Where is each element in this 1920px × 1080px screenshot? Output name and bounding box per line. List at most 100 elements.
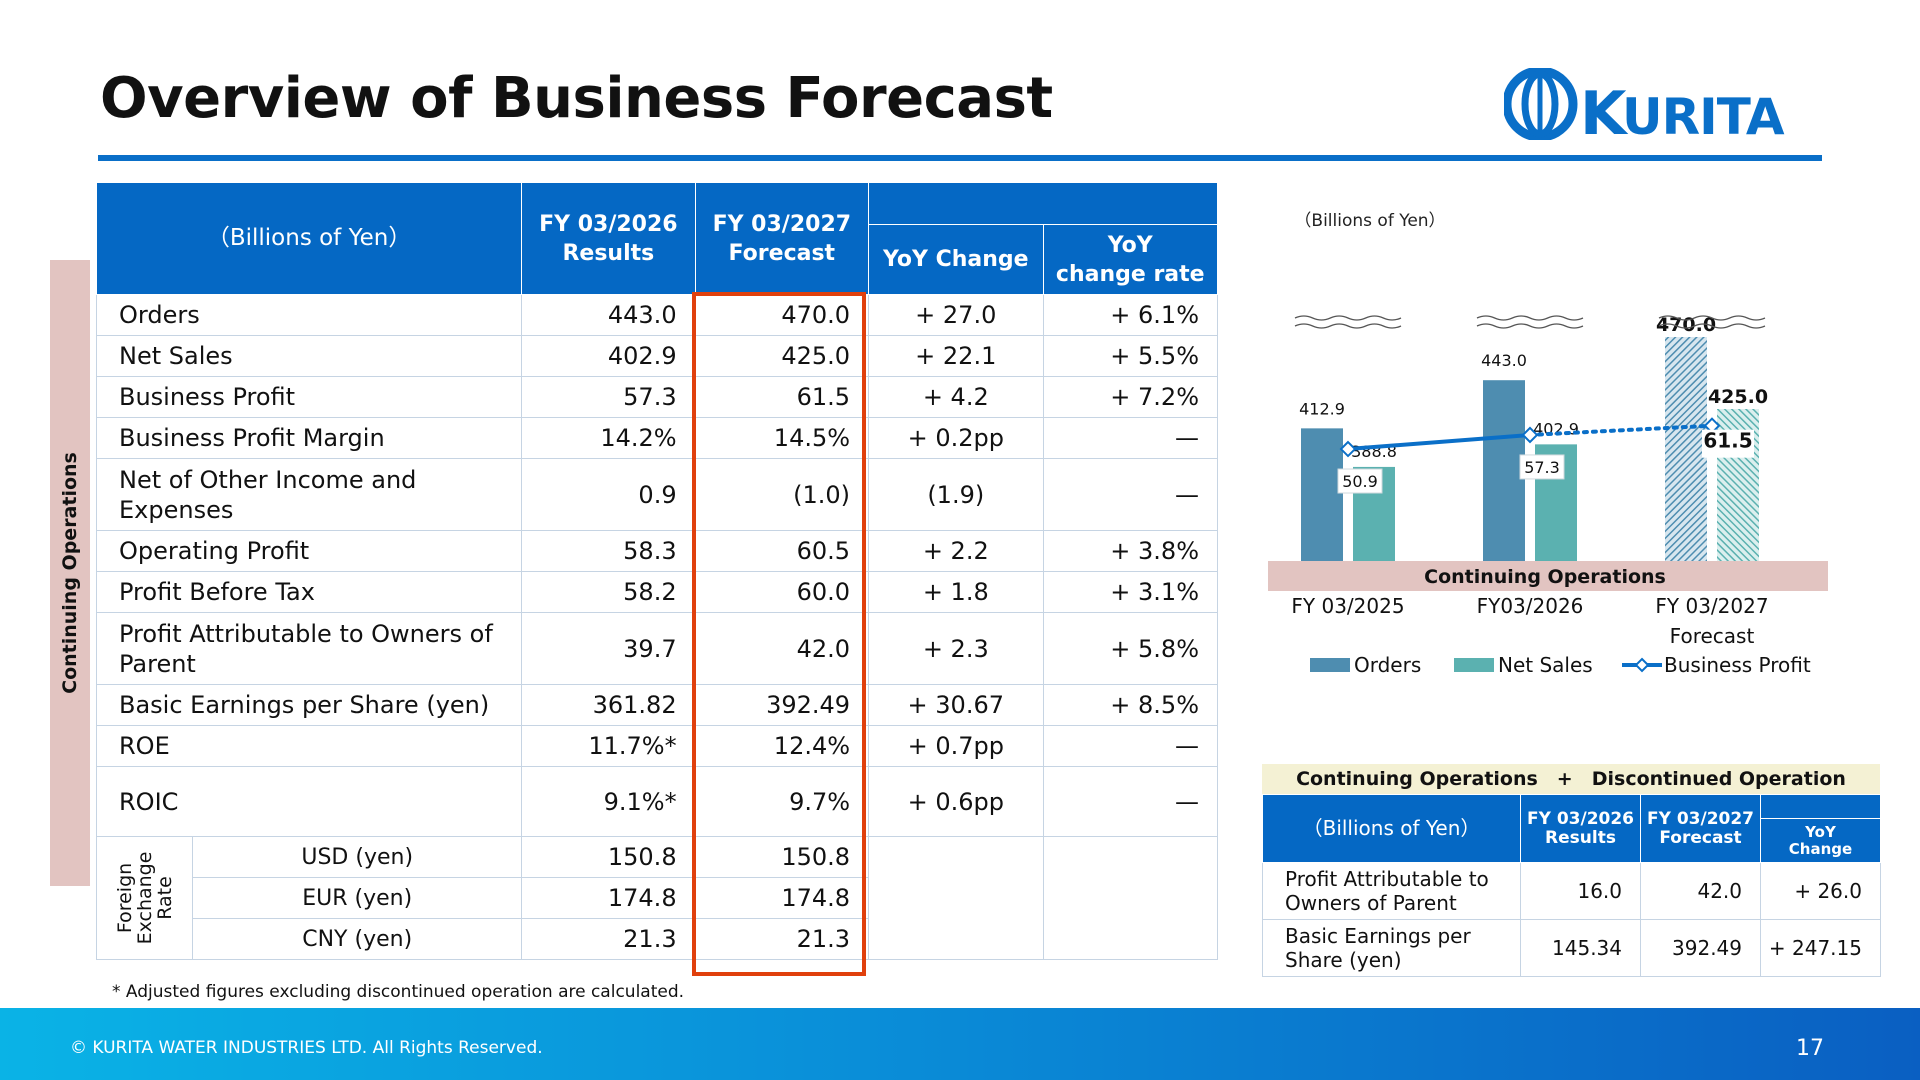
cell-results: 443.0 <box>521 294 696 336</box>
cell-results: 58.2 <box>521 571 696 613</box>
fx-row: CNY (yen) 21.3 21.3 <box>97 918 1218 960</box>
cell-yoy-rate: — <box>1042 766 1218 837</box>
cell-yoy-rate: + 5.8% <box>1042 612 1218 685</box>
header-yoy-group <box>868 182 1218 225</box>
cell-results: 9.1%* <box>521 766 696 837</box>
footer-bar <box>0 1008 1920 1080</box>
row-label: Basic Earnings per Share (yen) <box>95 684 523 726</box>
orders-value-label: 470.0 <box>1656 314 1716 336</box>
orders-bar <box>1483 380 1525 561</box>
sub-header-units: （Billions of Yen） <box>1262 794 1521 863</box>
table-row: Operating Profit 58.3 60.5 + 2.2 + 3.8% <box>95 530 1218 572</box>
cell-empty <box>1042 836 1218 960</box>
cell-forecast: 470.0 <box>694 294 870 336</box>
cell-forecast: 60.5 <box>694 530 870 572</box>
table-row: Profit Attributable to Owners of Parent … <box>95 612 1218 685</box>
cell-yoy-rate: + 5.5% <box>1042 335 1218 377</box>
cell-results: 21.3 <box>521 918 696 960</box>
forecast-chart: （Billions of Yen）412.9388.8443.0402.9470… <box>1268 211 1828 677</box>
row-label: Orders <box>95 294 523 336</box>
cell-results: 39.7 <box>521 612 696 685</box>
sub-header-fy2027-forecast: FY 03/2027 Forecast <box>1640 794 1761 863</box>
row-label: Basic Earnings per Share (yen) <box>1262 919 1521 977</box>
combined-ops-table: （Billions of Yen） FY 03/2026 Results FY 0… <box>1262 794 1881 977</box>
cell-results: 58.3 <box>521 530 696 572</box>
category-label: FY 03/2025 <box>1291 594 1404 618</box>
row-label: Profit Attributable to Owners of Parent <box>95 612 523 685</box>
sub-header-yoy-group <box>1760 794 1881 819</box>
row-label: ROIC <box>95 766 523 837</box>
cell-forecast: (1.0) <box>694 458 870 531</box>
cell-empty <box>868 836 1044 960</box>
legend-swatch-net-sales <box>1454 658 1494 672</box>
continuing-operations-band <box>1268 561 1828 591</box>
axis-break-mark <box>1658 315 1766 321</box>
svg-text:URITA: URITA <box>1622 88 1785 140</box>
fx-label: USD (yen) <box>192 836 523 878</box>
business-profit-label-bg <box>1519 454 1565 480</box>
legend-marker-business-profit <box>1634 657 1650 673</box>
sub-table-banner: Continuing Operations + Discontinued Ope… <box>1262 764 1880 794</box>
table-row: ROE 11.7%* 12.4% + 0.7pp — <box>95 725 1218 767</box>
cell-yoy-rate: + 7.2% <box>1042 376 1218 418</box>
table-row: Orders 443.0 470.0 + 27.0 + 6.1% <box>95 294 1218 336</box>
table-row: Profit Attributable to Owners of Parent … <box>1262 862 1881 920</box>
business-profit-label-bg <box>1702 429 1754 458</box>
cell-results: 16.0 <box>1520 862 1641 920</box>
cell-yoy-rate: + 6.1% <box>1042 294 1218 336</box>
header-yoy-change: YoY Change <box>868 224 1044 295</box>
cell-yoy-change: + 1.8 <box>868 571 1044 613</box>
axis-break-mark <box>1294 315 1402 321</box>
cell-yoy-change: + 30.67 <box>868 684 1044 726</box>
fx-row: Foreign Exchange Rate USD (yen) 150.8 150.… <box>95 836 1218 960</box>
cell-yoy-rate: + 8.5% <box>1042 684 1218 726</box>
business-profit-value-label: 61.5 <box>1703 429 1752 453</box>
cell-forecast: 150.8 <box>694 836 870 878</box>
axis-break-mark <box>1294 323 1402 329</box>
header-units: （Billions of Yen） <box>95 182 523 295</box>
cell-yoy-change: + 0.6pp <box>868 766 1044 837</box>
row-label: Net of Other Income and Expenses <box>95 458 523 531</box>
cell-results: 361.82 <box>521 684 696 726</box>
cell-forecast: 392.49 <box>1640 919 1761 977</box>
business-profit-value-label: 57.3 <box>1524 458 1560 477</box>
table-row: Basic Earnings per Share (yen) 361.82 39… <box>95 684 1218 726</box>
category-label: FY03/2026 <box>1477 594 1584 618</box>
forecast-table: （Billions of Yen） FY 03/2026 Results FY 0… <box>95 182 1218 960</box>
orders-bar <box>1301 428 1343 561</box>
cell-forecast: 14.5% <box>694 417 870 459</box>
axis-break-mark <box>1476 323 1584 329</box>
row-label: Net Sales <box>95 335 523 377</box>
row-label: Operating Profit <box>95 530 523 572</box>
business-profit-point <box>1521 426 1539 444</box>
cell-results: 11.7%* <box>521 725 696 767</box>
net-sales-value-label: 425.0 <box>1708 386 1768 408</box>
orders-bar <box>1665 337 1707 561</box>
cell-results: 0.9 <box>521 458 696 531</box>
legend-label-business-profit: Business Profit <box>1664 653 1811 677</box>
svg-text:K: K <box>1580 79 1629 140</box>
table-row: Basic Earnings per Share (yen) 145.34 39… <box>1262 919 1881 977</box>
page-number: 17 <box>1796 1036 1824 1061</box>
cell-yoy-change: + 247.15 <box>1760 919 1881 977</box>
footnote: * Adjusted figures excluding discontinue… <box>112 982 685 1002</box>
fx-group-label: Foreign Exchange Rate <box>95 836 194 960</box>
fx-row: EUR (yen) 174.8 174.8 <box>97 877 1218 919</box>
cell-yoy-rate: — <box>1042 458 1218 531</box>
sub-header-fy2026-results: FY 03/2026 Results <box>1520 794 1641 863</box>
cell-forecast: 42.0 <box>1640 862 1761 920</box>
cell-forecast: 392.49 <box>694 684 870 726</box>
cell-results: 57.3 <box>521 376 696 418</box>
table-row: Profit Before Tax 58.2 60.0 + 1.8 + 3.1% <box>95 571 1218 613</box>
orders-value-label: 443.0 <box>1481 351 1527 370</box>
legend-label-orders: Orders <box>1354 653 1421 677</box>
cell-yoy-rate: + 3.8% <box>1042 530 1218 572</box>
table-row: Net Sales 402.9 425.0 + 22.1 + 5.5% <box>95 335 1218 377</box>
cell-yoy-change: + 0.2pp <box>868 417 1044 459</box>
chart-units-label: （Billions of Yen） <box>1294 211 1445 231</box>
title-underline <box>98 155 1822 161</box>
row-label: Business Profit Margin <box>95 417 523 459</box>
page-title: Overview of Business Forecast <box>100 66 1053 131</box>
cell-yoy-rate: — <box>1042 417 1218 459</box>
header-fy2026-results: FY 03/2026 Results <box>521 182 696 295</box>
